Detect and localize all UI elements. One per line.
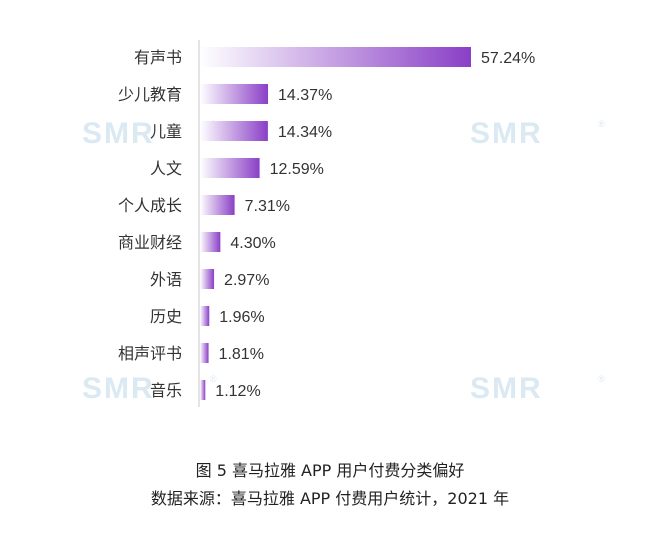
category-label: 少儿教育 — [118, 85, 182, 104]
category-label: 个人成长 — [118, 196, 182, 215]
value-label: 14.34% — [278, 124, 332, 141]
category-label: 商业财经 — [118, 233, 182, 252]
bar — [200, 232, 221, 252]
watermark-registered-mark: ® — [598, 374, 605, 384]
watermark-layer: SMR®SMR®SMR®SMR® — [82, 117, 605, 405]
bar-group: 有声书 57.24% 少儿教育 14.37% 儿童 14.34% 人文 12.59% 个人成长 7… — [118, 47, 535, 400]
value-label: 57.24% — [481, 50, 535, 67]
figure-caption: 图 5 喜马拉雅 APP 用户付费分类偏好 — [195, 461, 465, 480]
bar — [200, 380, 206, 400]
value-label: 2.97% — [224, 272, 269, 289]
value-label: 7.31% — [245, 198, 290, 215]
bar — [200, 121, 268, 141]
watermark-registered-mark: ® — [210, 374, 217, 384]
category-label: 人文 — [150, 159, 182, 178]
category-label: 历史 — [150, 307, 182, 326]
value-label: 14.37% — [278, 87, 332, 104]
value-label: 1.81% — [219, 346, 264, 363]
watermark-text: SMR — [470, 117, 543, 150]
watermark-text: SMR — [470, 372, 543, 405]
bar — [200, 84, 269, 104]
bar — [200, 158, 260, 178]
bar — [200, 343, 209, 363]
value-label: 4.30% — [230, 235, 275, 252]
value-label: 1.12% — [215, 383, 260, 400]
category-label: 音乐 — [150, 381, 182, 400]
watermark-text: SMR — [82, 372, 155, 405]
category-label: 外语 — [150, 270, 182, 289]
data-source-note: 数据来源：喜马拉雅 APP 付费用户统计，2021 年 — [150, 489, 510, 508]
value-label: 12.59% — [270, 161, 324, 178]
category-label: 有声书 — [134, 48, 182, 67]
value-label: 1.96% — [219, 309, 264, 326]
bar — [200, 269, 215, 289]
bar — [200, 195, 235, 215]
category-label: 儿童 — [150, 122, 182, 141]
watermark-text: SMR — [82, 117, 155, 150]
bar — [200, 47, 471, 67]
bar-chart: SMR®SMR®SMR®SMR® 有声书57.24%少儿教育14.37%儿童14… — [82, 40, 605, 407]
category-label: 相声评书 — [118, 344, 182, 363]
bar — [200, 306, 210, 326]
watermark-registered-mark: ® — [598, 119, 605, 129]
